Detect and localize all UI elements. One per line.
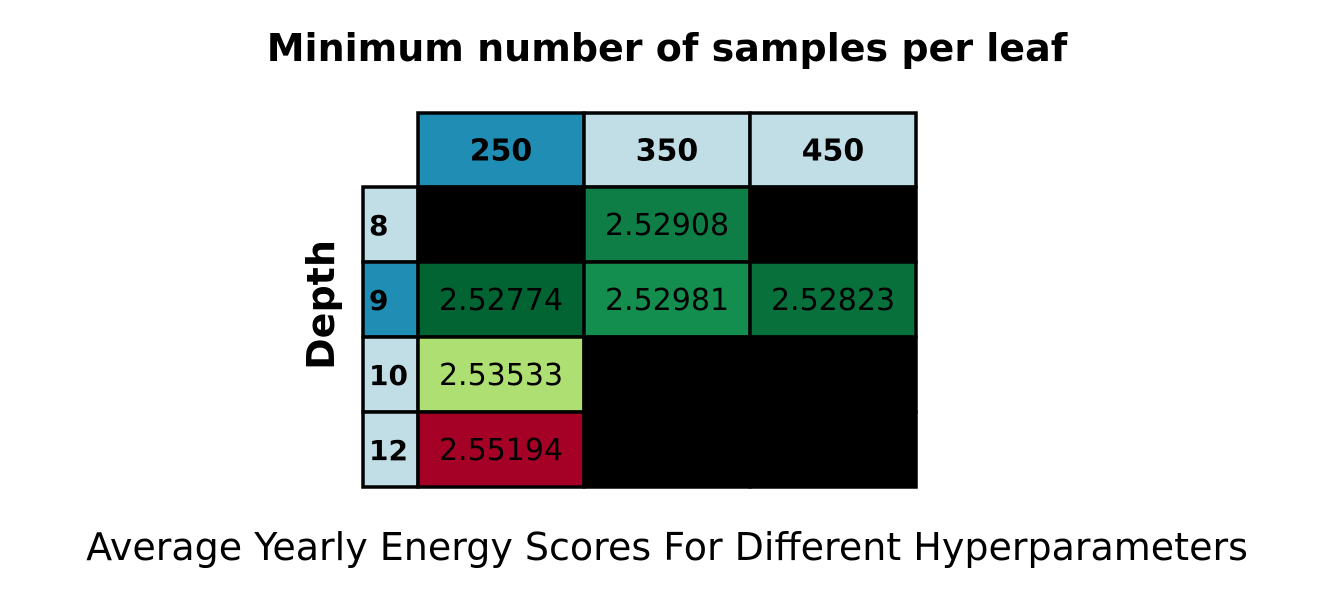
column-header-label: 450 — [802, 134, 865, 169]
heatmap-cell — [582, 185, 752, 264]
column-header-cell — [416, 111, 586, 189]
cell-value-label: 2.55194 — [439, 433, 563, 468]
row-header-label: 8 — [369, 209, 388, 242]
row-header-label: 10 — [369, 359, 408, 392]
x-axis-label: Average Yearly Energy Scores For Differe… — [86, 525, 1248, 569]
heatmap-cell — [748, 260, 918, 339]
row-header-cell — [361, 410, 420, 489]
cell-value-label: 2.53533 — [439, 358, 563, 393]
column-header-label: 350 — [636, 134, 699, 169]
chart-title: Minimum number of samples per leaf — [267, 26, 1068, 70]
heatmap-cell — [582, 260, 752, 339]
row-header-label: 9 — [369, 284, 388, 317]
row-header-label: 12 — [369, 434, 408, 467]
empty-cell — [416, 185, 586, 264]
empty-cell — [748, 335, 918, 414]
empty-cell — [582, 335, 752, 414]
empty-cell — [748, 410, 918, 489]
column-header-label: 250 — [470, 134, 533, 169]
table-grid: 250 350 450 8 9 10 12 2.52908 2.52774 2.52981 2.52… — [361, 111, 918, 489]
cell-value-label: 2.52774 — [439, 283, 563, 318]
heatmap-cell — [416, 335, 586, 414]
cell-value-label: 2.52981 — [605, 283, 729, 318]
heatmap-cell — [416, 410, 586, 489]
cell-value-label: 2.52823 — [771, 283, 895, 318]
empty-cell — [582, 410, 752, 489]
empty-cell — [748, 185, 918, 264]
y-axis-label: Depth — [299, 240, 343, 370]
cell-value-label: 2.52908 — [605, 208, 729, 243]
